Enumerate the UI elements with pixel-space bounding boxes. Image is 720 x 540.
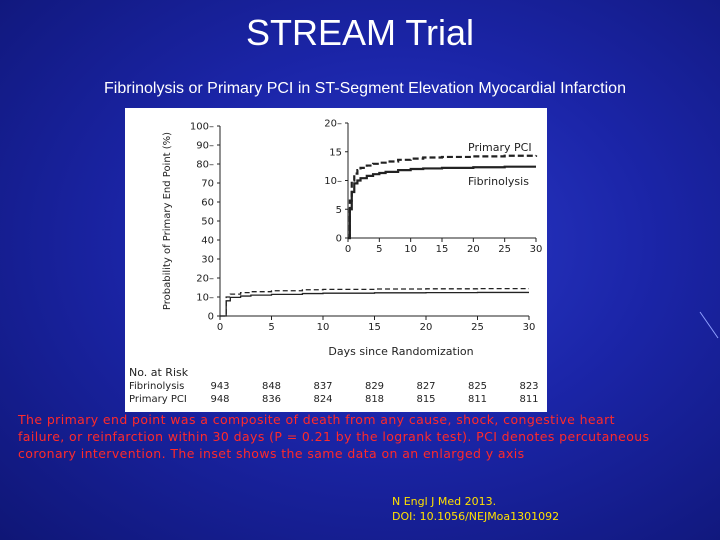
legend-primary-pci: Primary PCI <box>468 141 532 154</box>
main-x-tick-label: 5 <box>268 322 274 333</box>
slide-subtitle: Fibrinolysis or Primary PCI in ST-Segmen… <box>104 80 626 97</box>
citation-doi: DOI: 10.1056/NEJMoa1301092 <box>392 510 560 523</box>
risk-value: 827 <box>416 381 435 392</box>
inset-y-tick-label: 10– <box>324 176 342 187</box>
risk-value: 811 <box>519 394 538 405</box>
main-y-tick-label: 80– <box>196 160 214 171</box>
main-y-tick-label: 30 <box>201 255 214 266</box>
main-y-tick-label: 90– <box>196 141 214 152</box>
risk-value: 829 <box>365 381 384 392</box>
risk-table-header: No. at Risk <box>129 366 189 379</box>
inset-x-tick-label: 15 <box>436 244 449 255</box>
risk-row-label: Fibrinolysis <box>129 381 184 392</box>
slide-title: STREAM Trial <box>245 12 475 53</box>
main-y-tick-label: 50 <box>201 217 214 228</box>
main-x-tick-label: 25 <box>471 322 484 333</box>
decorative-line <box>699 311 719 339</box>
legend-fibrinolysis: Fibrinolysis <box>468 175 529 188</box>
risk-value: 825 <box>468 381 487 392</box>
risk-value: 837 <box>313 381 332 392</box>
inset-series-primary-pci <box>348 154 538 240</box>
main-series-fibrinolysis <box>220 291 529 317</box>
main-x-tick-label: 20 <box>420 322 433 333</box>
figure-caption: The primary end point was a composite of… <box>18 412 650 461</box>
main-y-tick-label: 60 <box>201 198 214 209</box>
inset-x-tick-label: 20 <box>467 244 480 255</box>
main-y-tick-label: 10– <box>196 293 214 304</box>
citation-journal: N Engl J Med 2013. <box>392 495 497 508</box>
risk-value: 848 <box>262 381 281 392</box>
inset-x-tick-label: 30 <box>530 244 543 255</box>
chart-panel: 0 10– 20– 30 40 50 60 70 80– 90– 100– 0 5 10 15 20 25 30 D… <box>125 108 547 412</box>
main-y-tick-label: 20– <box>196 274 214 285</box>
y-axis-label: Probability of Primary End Point (%) <box>162 132 173 310</box>
inset-x-tick-label: 10 <box>404 244 417 255</box>
risk-row-label: Primary PCI <box>129 394 187 405</box>
main-x-tick-label: 0 <box>217 322 223 333</box>
main-y-tick-label: 100– <box>190 122 214 133</box>
risk-value: 823 <box>519 381 538 392</box>
x-axis-label: Days since Randomization <box>328 345 473 358</box>
risk-value: 943 <box>210 381 229 392</box>
main-series-primary-pci <box>220 287 529 317</box>
main-x-tick-label: 10 <box>317 322 330 333</box>
inset-y-tick-label: 0 <box>336 234 342 245</box>
inset-y-tick-label: 15 <box>329 147 342 158</box>
main-y-tick-label: 0 <box>208 312 214 323</box>
citation: N Engl J Med 2013. DOI: 10.1056/NEJMoa13… <box>392 494 559 524</box>
inset-y-tick-label: 20– <box>324 119 342 130</box>
risk-value: 948 <box>210 394 229 405</box>
main-x-tick-label: 30 <box>523 322 536 333</box>
main-x-tick-label: 15 <box>368 322 381 333</box>
inset-series-fibrinolysis <box>348 165 536 240</box>
risk-value: 815 <box>416 394 435 405</box>
inset-x-tick-label: 0 <box>345 244 351 255</box>
risk-value: 824 <box>313 394 332 405</box>
inset-y-tick-label: 5 <box>336 205 342 216</box>
risk-value: 811 <box>468 394 487 405</box>
inset-x-tick-label: 5 <box>376 244 382 255</box>
risk-value: 836 <box>262 394 281 405</box>
inset-x-tick-label: 25 <box>498 244 511 255</box>
main-y-tick-label: 40 <box>201 236 214 247</box>
risk-value: 818 <box>365 394 384 405</box>
main-y-tick-label: 70 <box>201 179 214 190</box>
